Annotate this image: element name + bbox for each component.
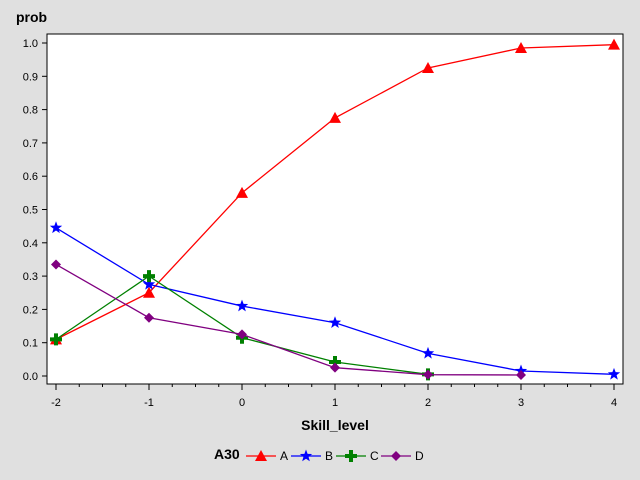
data-point-a — [515, 41, 527, 53]
data-point-c — [50, 333, 62, 346]
y-tick-label: 0.6 — [23, 171, 38, 183]
data-point-d — [237, 329, 247, 340]
plot-area — [46, 33, 624, 385]
data-point-b — [235, 299, 249, 312]
data-point-d — [423, 369, 433, 380]
legend-marker-triangle — [255, 450, 267, 461]
legend-marker-star — [299, 449, 313, 462]
data-point-b — [421, 346, 435, 359]
x-tick-label: 0 — [239, 397, 245, 409]
data-point-a — [329, 111, 341, 123]
legend-items: A B C D — [246, 449, 424, 463]
data-point-a — [236, 186, 248, 198]
legend-item-d: D — [381, 449, 424, 463]
y-axis: 0.0 0.1 0.2 0.3 0.4 0.5 0.6 0.7 0.8 0.9 1.0 — [23, 38, 47, 383]
legend-label: B — [325, 449, 333, 463]
x-tick-label: 4 — [611, 397, 617, 409]
x-axis: -2 -1 0 1 2 3 4 — [51, 384, 617, 409]
data-point-d — [51, 259, 61, 270]
x-tick-label: -2 — [51, 397, 61, 409]
y-tick-label: 0.8 — [23, 105, 38, 117]
legend-item-c: C — [336, 449, 379, 463]
x-tick-label: 3 — [518, 397, 524, 409]
x-tick-label: 1 — [332, 397, 338, 409]
series-a — [50, 38, 620, 345]
y-tick-label: 0.4 — [23, 238, 38, 250]
x-tick-label: 2 — [425, 397, 431, 409]
y-tick-label: 0.0 — [23, 371, 38, 383]
legend-item-b: B — [291, 449, 333, 463]
legend-label: C — [370, 449, 379, 463]
data-point-c — [329, 356, 341, 369]
data-point-b — [49, 221, 63, 234]
series-layer — [49, 38, 621, 381]
data-point-a — [608, 38, 620, 50]
legend-item-a: A — [246, 449, 288, 463]
data-point-a — [422, 61, 434, 73]
data-point-c — [143, 270, 155, 283]
data-point-d — [144, 312, 154, 323]
y-tick-label: 0.5 — [23, 205, 38, 217]
data-point-b — [607, 367, 621, 380]
data-point-b — [142, 277, 156, 290]
legend: A30 A B C D — [214, 446, 424, 463]
y-axis-title: prob — [16, 9, 47, 25]
data-point-d — [330, 362, 340, 373]
y-tick-label: 0.2 — [23, 304, 38, 316]
y-tick-label: 0.1 — [23, 338, 38, 350]
legend-label: A — [280, 449, 288, 463]
y-tick-label: 1.0 — [23, 38, 38, 50]
data-point-d — [516, 370, 526, 381]
x-tick-label: -1 — [144, 397, 154, 409]
series-line-d — [55, 263, 522, 376]
x-axis-title: Skill_level — [301, 417, 369, 433]
y-tick-label: 0.7 — [23, 138, 38, 150]
series-d — [51, 259, 526, 381]
legend-marker-diamond — [391, 451, 401, 461]
y-tick-label: 0.3 — [23, 271, 38, 283]
legend-title: A30 — [214, 446, 240, 462]
legend-marker-plus — [345, 450, 357, 462]
legend-label: D — [415, 449, 424, 463]
data-point-b — [328, 316, 342, 328]
data-point-a — [143, 286, 155, 298]
y-tick-label: 0.9 — [23, 71, 38, 83]
